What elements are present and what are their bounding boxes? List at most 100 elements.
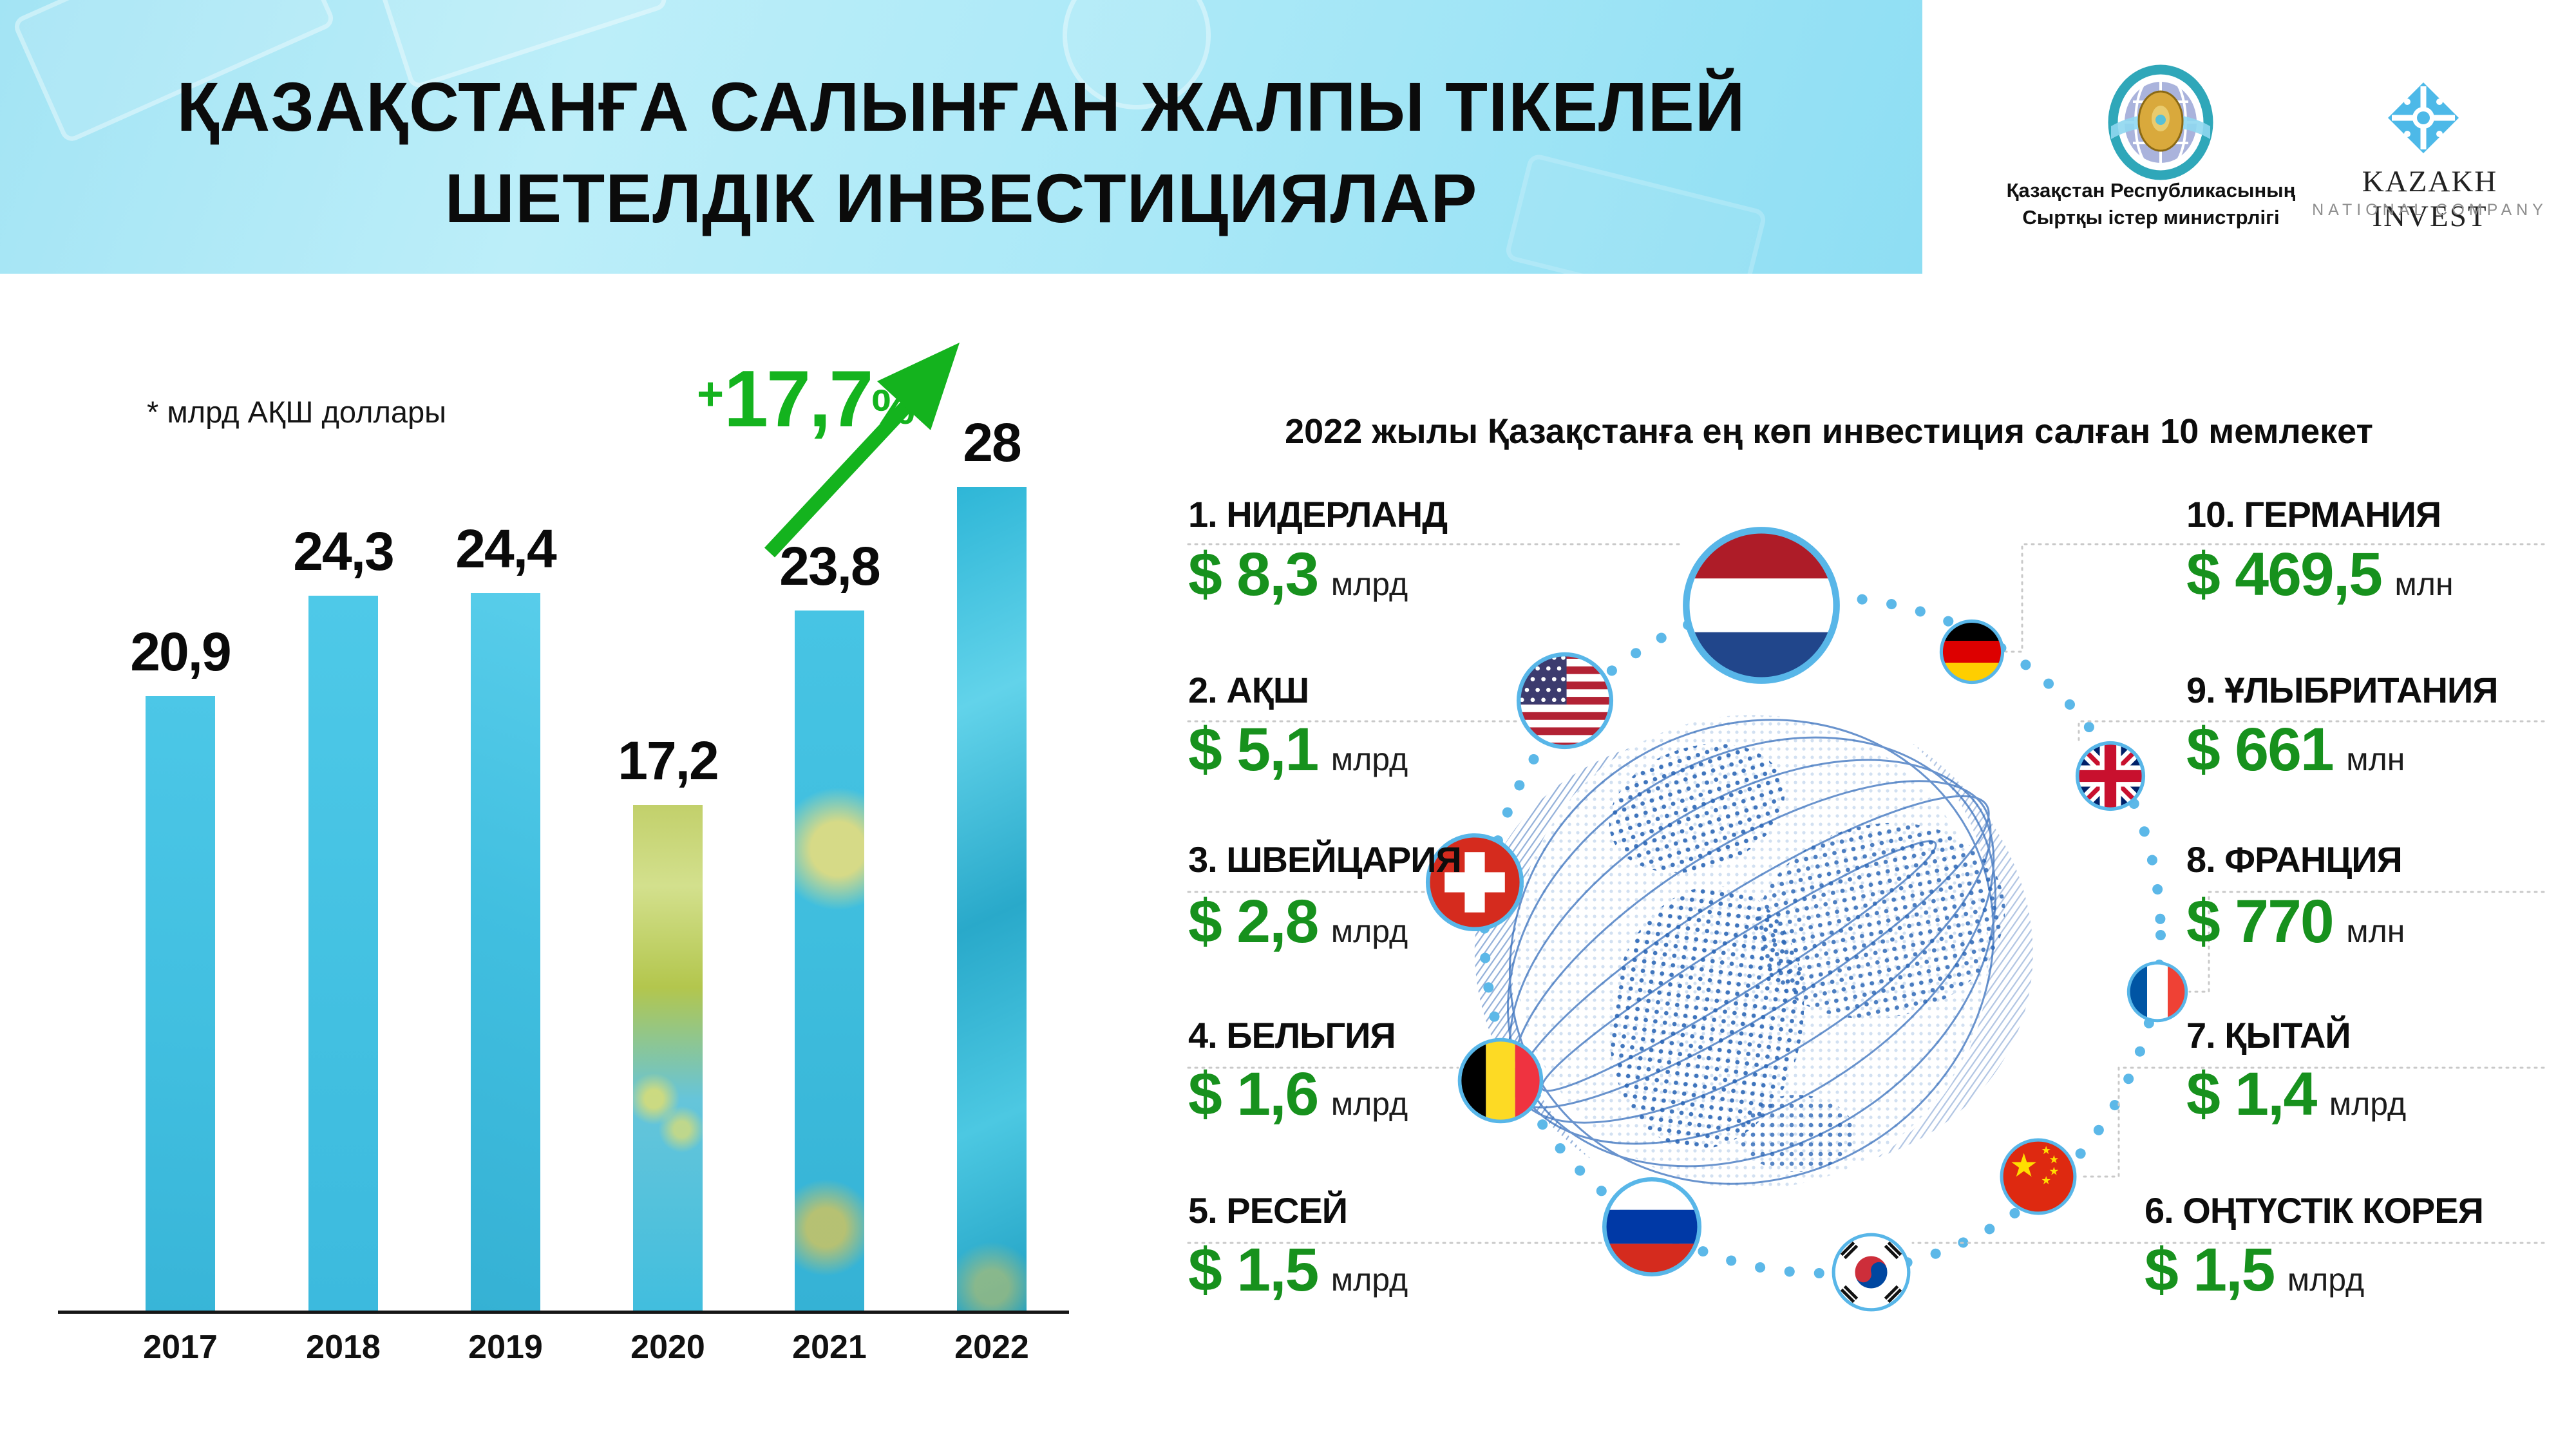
rank-item-1: 1. НИДЕРЛАНД xyxy=(1188,494,1448,535)
growth-arrow-icon xyxy=(764,343,960,558)
rank-item-4: 4. БЕЛЬГИЯ xyxy=(1188,1016,1396,1055)
bar-value-2019: 24,4 xyxy=(455,518,557,579)
rank-number: 8. xyxy=(2186,839,2216,880)
bar-value-2022: 28 xyxy=(963,412,1021,473)
bar-value-2018: 24,3 xyxy=(293,521,395,582)
bar-2022 xyxy=(957,487,1027,1312)
rank-value-8: $ 770 млн xyxy=(2186,887,2405,957)
rank-value-2: $ 5,1 млрд xyxy=(1188,715,1408,785)
rank-value-10: $ 469,5 млн xyxy=(2186,540,2454,610)
rank-item-8: 8. ФРАНЦИЯ xyxy=(2186,839,2403,880)
rank-country: ҚЫТАЙ xyxy=(2224,1015,2351,1056)
bar-2019 xyxy=(471,593,540,1312)
rank-country: ШВЕЙЦАРИЯ xyxy=(1226,839,1462,880)
year-label-2019: 2019 xyxy=(468,1329,543,1366)
bar-2020 xyxy=(633,805,703,1312)
year-label-2022: 2022 xyxy=(954,1329,1029,1366)
rank-country: РЕСЕЙ xyxy=(1226,1190,1348,1231)
rank-number: 2. xyxy=(1188,670,1218,710)
page-title-line2: ШЕТЕЛДІК ИНВЕСТИЦИЯЛАР xyxy=(444,159,1478,237)
rank-number: 10. xyxy=(2186,494,2235,535)
bar-value-2017: 20,9 xyxy=(130,621,232,682)
rank-amount: $ 469,5 xyxy=(2186,540,2383,609)
uk-flag-icon xyxy=(2075,741,2146,811)
rank-unit: млн xyxy=(2394,566,2454,602)
rank-item-3: 3. ШВЕЙЦАРИЯ xyxy=(1188,839,1462,880)
switzerland-flag-icon xyxy=(1425,833,1524,932)
usa-flag-icon xyxy=(1516,652,1614,750)
bar-2018 xyxy=(308,596,378,1312)
rank-value-5: $ 1,5 млрд xyxy=(1188,1235,1408,1305)
rank-number: 9. xyxy=(2186,670,2216,710)
rank-unit: млн xyxy=(2346,741,2405,777)
rank-unit: млрд xyxy=(1331,1086,1408,1122)
rank-amount: $ 8,3 xyxy=(1188,540,1319,609)
rank-number: 6. xyxy=(2145,1190,2174,1231)
mfa-label: Қазақстан Республикасының Сыртқы істер м… xyxy=(1971,177,2331,231)
rank-number: 1. xyxy=(1188,494,1218,535)
rank-number: 3. xyxy=(1188,839,1218,880)
rank-unit: млрд xyxy=(2287,1262,2365,1298)
rank-value-4: $ 1,6 млрд xyxy=(1188,1059,1408,1130)
rank-item-7: 7. ҚЫТАЙ xyxy=(2186,1016,2351,1055)
rank-unit: млрд xyxy=(1331,913,1408,949)
netherlands-flag-icon xyxy=(1683,527,1840,684)
rank-value-1: $ 8,3 млрд xyxy=(1188,540,1408,610)
year-label-2018: 2018 xyxy=(306,1329,381,1366)
rank-amount: $ 1,5 xyxy=(1188,1236,1319,1304)
kazakh-invest-name: KAZAKH INVEST xyxy=(2362,165,2498,233)
rank-item-9: 9. ҰЛЫБРИТАНИЯ xyxy=(2186,670,2498,710)
chart-unit-note: * млрд АҚШ доллары xyxy=(147,395,446,429)
bar-2017 xyxy=(146,696,215,1312)
year-label-2017: 2017 xyxy=(143,1329,218,1366)
rank-unit: млрд xyxy=(2329,1086,2407,1122)
growth-value: 17,7 xyxy=(724,355,873,444)
rank-unit: млн xyxy=(2346,913,2405,949)
mfa-emblem-icon xyxy=(2108,64,2213,180)
header-banner: ҚАЗАҚСТАНҒА САЛЫНҒАН ЖАЛПЫ ТІКЕЛЕЙ ШЕТЕЛ… xyxy=(0,0,1922,318)
rank-unit: млрд xyxy=(1331,741,1408,777)
rank-number: 4. xyxy=(1188,1015,1218,1056)
page-title: ҚАЗАҚСТАНҒА САЛЫНҒАН ЖАЛПЫ ТІКЕЛЕЙ ШЕТЕЛ… xyxy=(0,61,1922,244)
year-label-2020: 2020 xyxy=(630,1329,705,1366)
rank-country: ОҢТҮСТІК КОРЕЯ xyxy=(2183,1190,2484,1231)
rank-amount: $ 2,8 xyxy=(1188,887,1319,956)
item-connectors xyxy=(1187,543,2545,1244)
rank-value-7: $ 1,4 млрд xyxy=(2186,1059,2406,1130)
bar-value-2021: 23,8 xyxy=(779,536,881,596)
rank-number: 7. xyxy=(2186,1015,2216,1056)
rank-country: НИДЕРЛАНД xyxy=(1226,494,1448,535)
rank-number: 5. xyxy=(1188,1190,1218,1231)
rank-unit: млрд xyxy=(1331,1262,1408,1298)
x-axis-line xyxy=(58,1311,1069,1314)
rank-amount: $ 5,1 xyxy=(1188,715,1319,784)
rank-amount: $ 1,4 xyxy=(2186,1060,2317,1128)
rank-item-5: 5. РЕСЕЙ xyxy=(1188,1190,1348,1231)
south-korea-flag-icon xyxy=(1832,1233,1911,1312)
rank-country: БЕЛЬГИЯ xyxy=(1226,1015,1396,1056)
rank-amount: $ 770 xyxy=(2186,887,2334,956)
rank-country: ГЕРМАНИЯ xyxy=(2244,494,2441,535)
rank-value-3: $ 2,8 млрд xyxy=(1188,887,1408,957)
rank-unit: млрд xyxy=(1331,566,1408,602)
russia-flag-icon xyxy=(1602,1177,1702,1277)
china-flag-icon xyxy=(2000,1138,2077,1215)
rank-item-6: 6. ОҢТҮСТІК КОРЕЯ xyxy=(2145,1190,2484,1231)
kazakh-invest-subtitle: NATIONAL COMPANY xyxy=(2312,201,2548,219)
rank-value-9: $ 661 млн xyxy=(2186,715,2405,785)
ranking-title: 2022 жылы Қазақстанға ең көп инвестиция … xyxy=(1285,412,2373,451)
rank-amount: $ 1,6 xyxy=(1188,1060,1319,1128)
growth-annotation: +17,7% xyxy=(697,354,915,445)
year-label-2021: 2021 xyxy=(792,1329,867,1366)
bar-2021 xyxy=(795,611,864,1312)
page-title-line1: ҚАЗАҚСТАНҒА САЛЫНҒАН ЖАЛПЫ ТІКЕЛЕЙ xyxy=(176,68,1746,146)
bar-value-2020: 17,2 xyxy=(618,730,719,791)
rank-item-10: 10. ГЕРМАНИЯ xyxy=(2186,495,2441,534)
kazakh-invest-logo-icon xyxy=(2388,82,2459,153)
rank-value-6: $ 1,5 млрд xyxy=(2145,1235,2364,1305)
germany-flag-icon xyxy=(1939,619,2005,685)
rank-country: АҚШ xyxy=(1226,670,1309,710)
dotted-circle xyxy=(1479,592,2166,1278)
rank-amount: $ 661 xyxy=(2186,715,2334,784)
